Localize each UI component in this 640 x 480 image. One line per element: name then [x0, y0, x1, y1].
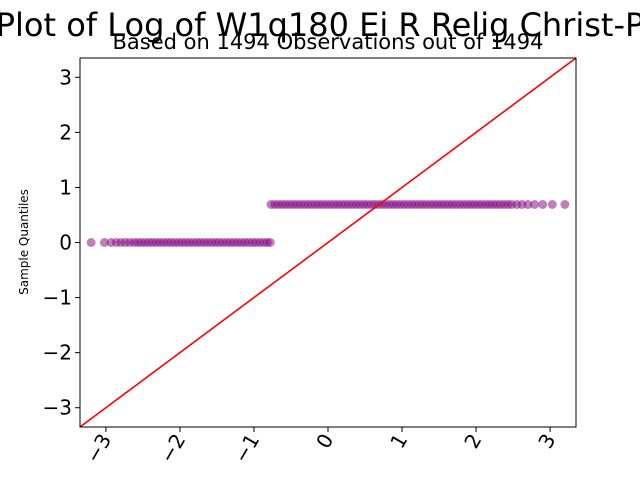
reference-line — [80, 58, 576, 427]
x-tick-label: 1 — [385, 430, 412, 453]
y-tick-label: 0 — [59, 231, 72, 255]
x-tick-label: −2 — [155, 430, 191, 468]
data-points — [86, 199, 570, 247]
data-point — [530, 199, 540, 209]
data-point — [560, 199, 570, 209]
data-point — [86, 238, 96, 247]
y-axis-label: Sample Quantiles — [17, 189, 31, 295]
x-tick-label: −3 — [81, 430, 117, 468]
chart-title: Plot of Log of W1q180 Ei R Relig Christ-… — [0, 6, 640, 44]
y-tick-label: −1 — [43, 286, 72, 310]
x-tick-label: 0 — [311, 430, 338, 453]
y-tick-label: −3 — [43, 396, 72, 420]
data-point — [99, 238, 109, 247]
data-point — [523, 199, 533, 209]
y-tick-label: 2 — [59, 120, 72, 144]
reference-line-group — [80, 58, 576, 427]
x-tick-label: 2 — [459, 430, 486, 453]
x-tick-label: −1 — [229, 430, 265, 468]
y-tick-label: 3 — [59, 65, 72, 89]
x-axis: −3 −2 −1 0 1 2 3 — [81, 427, 560, 468]
data-point — [538, 199, 548, 209]
y-tick-label: 1 — [59, 175, 72, 199]
y-axis: −3 −2 −1 0 1 2 3 — [43, 65, 80, 420]
y-tick-label: −2 — [43, 341, 72, 365]
data-point — [265, 238, 275, 247]
data-point — [547, 199, 557, 209]
chart-subtitle: Based on 1494 Observations out of 1494 — [112, 30, 543, 54]
x-tick-label: 3 — [533, 430, 560, 453]
